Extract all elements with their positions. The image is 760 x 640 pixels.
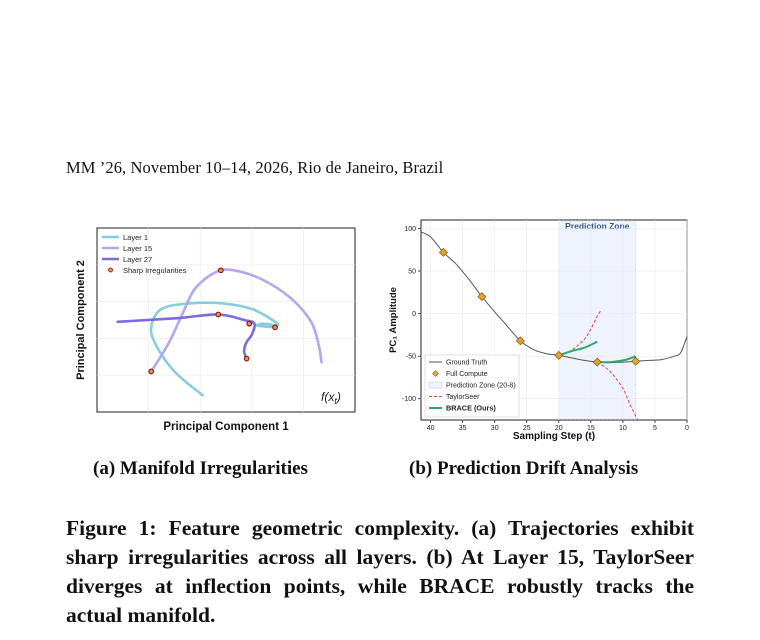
y-tick-label: 100	[404, 226, 416, 233]
irregularity-points	[148, 267, 278, 375]
legend-label-brace-ours: BRACE (Ours)	[446, 404, 496, 413]
x-tick-label: 0	[685, 425, 689, 432]
full-compute-point	[477, 292, 487, 302]
grid	[97, 228, 355, 412]
legend-label-sharp-irregularities: Sharp Irregularities	[123, 266, 187, 275]
series-layer-1	[149, 301, 280, 397]
series-layer-15	[149, 268, 323, 373]
full-compute-point	[515, 336, 525, 346]
subcaption-b: (b) Prediction Drift Analysis	[409, 458, 639, 479]
y-tick-label: -50	[406, 354, 416, 361]
prediction-zone-label: Prediction Zone	[565, 221, 630, 231]
x-tick-label: 20	[555, 425, 563, 432]
y-tick-label: 0	[412, 311, 416, 318]
x-tick-label: 5	[653, 425, 657, 432]
y-tick-label: 50	[408, 269, 416, 276]
y-axis-label: Principal Component 2	[75, 260, 87, 380]
legend-label-layer-1: Layer 1	[123, 233, 148, 242]
x-axis-label: Sampling Step (t)	[513, 431, 595, 442]
legend-label-ground-truth: Ground Truth	[446, 360, 487, 367]
series-brace	[558, 340, 598, 357]
series-brace	[597, 355, 637, 364]
running-header: MM ’26, November 10–14, 2026, Rio de Jan…	[66, 158, 444, 177]
x-tick-label: 10	[619, 425, 627, 432]
full-compute-point	[439, 247, 448, 257]
legend-label-prediction-zone-20-8: Prediction Zone (20-8)	[446, 383, 516, 390]
x-tick-label: 25	[523, 425, 531, 432]
legend-label-full-compute: Full Compute	[446, 371, 488, 378]
irregularity-point	[243, 355, 250, 362]
legend-label-layer-15: Layer 15	[123, 244, 152, 253]
x-tick-label: 30	[491, 425, 499, 432]
x-tick-label: 35	[459, 425, 467, 432]
irregularity-point	[272, 324, 278, 331]
x-tick-label: 40	[427, 425, 435, 432]
annotation-subscript: t	[334, 396, 337, 406]
x-tick-label: 15	[587, 425, 595, 432]
y-tick-label: -100	[402, 396, 416, 403]
legend: Layer 1 Layer 15 Layer 27 Sharp Irregularit…	[102, 233, 187, 275]
manifold-chart: Layer 1 Layer 15 Layer 27 Sharp Irregularit…	[75, 227, 356, 433]
legend-swatch-sharp-irregularities	[108, 267, 113, 273]
series-taylorseer	[596, 361, 640, 423]
irregularity-point	[246, 320, 253, 327]
legend-swatch-full-compute	[432, 370, 439, 377]
full-compute-point	[631, 356, 641, 366]
legend-label-layer-27: Layer 27	[123, 255, 152, 264]
legend-swatch-prediction-zone-20-8	[428, 381, 443, 389]
annotation-fx: f(xt)	[321, 390, 341, 406]
prediction-zone-band	[558, 220, 637, 420]
x-axis-label: Principal Component 1	[163, 421, 289, 433]
irregularity-point	[215, 311, 222, 318]
legend-label-taylorseer: TaylorSeer	[446, 394, 480, 401]
full-compute-point	[554, 350, 564, 360]
subcaption-a: (a) Manifold Irregularities	[93, 458, 308, 479]
y-axis-label: PC₁ Amplitude	[388, 287, 399, 353]
series-group	[420, 231, 688, 423]
drift-chart: Prediction Zone 40 35 30 25 20 15 10 5 0100500-5…	[388, 219, 689, 442]
series-group	[116, 268, 323, 397]
irregularity-point	[148, 368, 155, 375]
full-compute-point	[592, 357, 602, 367]
legend: Ground Truth Full Compute Prediction Zone …	[424, 354, 520, 418]
series-layer-27	[116, 313, 257, 360]
irregularity-point	[217, 267, 224, 274]
figure-caption: Figure 1: Feature geometric complexity. …	[66, 516, 694, 627]
annotation-close: )	[335, 390, 341, 404]
